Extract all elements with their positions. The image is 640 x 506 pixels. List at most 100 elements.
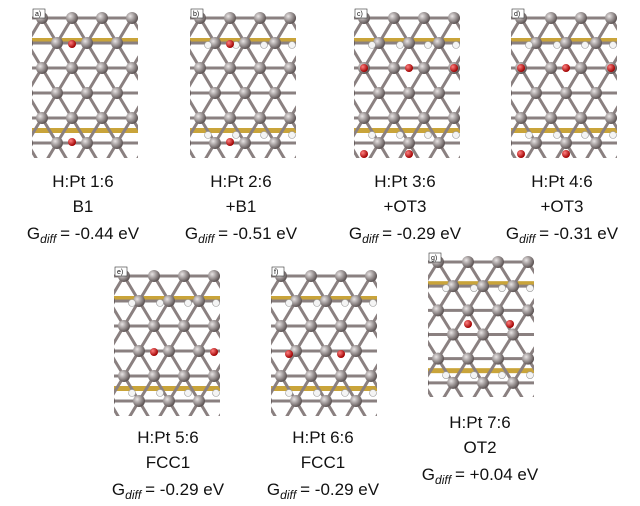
bond <box>334 18 349 43</box>
gdiff-symbol: G <box>112 480 125 499</box>
site: FCC1 <box>146 453 190 472</box>
bond <box>190 148 196 158</box>
pt-atom <box>320 395 332 407</box>
pt-atom <box>163 345 175 357</box>
pt-atom <box>66 12 78 24</box>
h-atom <box>313 299 321 307</box>
panel-label: f) <box>274 269 278 276</box>
h-red-atom <box>405 64 413 72</box>
pt-atom <box>148 270 160 282</box>
pt-atom <box>335 370 347 382</box>
bond <box>320 68 335 93</box>
bond <box>170 93 185 118</box>
bond <box>162 68 177 93</box>
tag-box <box>190 8 204 19</box>
bond <box>147 143 162 168</box>
pt-atom <box>111 37 123 49</box>
pt-atom <box>462 352 474 365</box>
pt-atom <box>447 376 459 389</box>
panel: d) <box>485 8 640 174</box>
pt-atom <box>448 162 460 174</box>
pt-atom <box>432 352 444 365</box>
pt-atom <box>530 87 542 99</box>
pt-atom <box>545 112 557 124</box>
panel: e) <box>114 266 259 416</box>
bond <box>469 68 484 93</box>
pt-atom <box>418 62 430 74</box>
h-atom <box>288 41 296 49</box>
h-atom <box>313 389 321 397</box>
gdiff-line: Gdiff = -0.44 eV <box>27 224 140 246</box>
pt-atom <box>511 39 512 47</box>
gdiff-subscript: diff <box>519 232 537 246</box>
pt-atom <box>81 37 93 49</box>
bond <box>334 143 349 168</box>
gdiff-symbol: G <box>349 224 362 243</box>
pt-atom <box>126 12 138 24</box>
pt-atom <box>238 270 250 282</box>
h-atom <box>156 299 164 307</box>
bond <box>244 276 259 301</box>
pt-atom <box>403 37 415 49</box>
tag-box <box>428 252 442 263</box>
h-atom <box>581 131 589 139</box>
pt-atom <box>126 112 138 124</box>
pt-atom <box>507 376 519 389</box>
structure-image <box>164 8 335 158</box>
bond <box>401 376 416 401</box>
pt-atom <box>194 62 206 74</box>
bond <box>229 326 244 351</box>
bond <box>244 326 259 351</box>
pt-atom <box>190 139 191 147</box>
h-red-atom <box>68 138 76 146</box>
pt-atom <box>245 370 257 382</box>
bond <box>386 351 401 376</box>
pt-atom <box>365 420 377 432</box>
pt-atom <box>148 370 160 382</box>
pt-atom <box>537 280 549 292</box>
bond <box>251 276 266 301</box>
bond <box>401 351 416 376</box>
pt-atom <box>365 270 377 282</box>
pt-atom <box>522 401 534 413</box>
pt-atom <box>193 345 205 357</box>
pt-atom <box>350 345 362 357</box>
pt-atom <box>478 62 490 74</box>
bond <box>469 93 484 118</box>
pt-atom <box>156 12 168 24</box>
panel: c) <box>334 8 490 174</box>
pt-atom <box>275 370 287 382</box>
h-atom <box>442 371 450 379</box>
bond <box>162 43 177 68</box>
pt-atom <box>290 395 302 407</box>
gold-layer <box>511 128 617 133</box>
h-red-atom <box>360 150 368 158</box>
h-atom <box>204 131 212 139</box>
pt-atom <box>320 345 332 357</box>
pt-atom <box>373 87 385 99</box>
bond <box>491 118 506 143</box>
bond <box>491 143 506 168</box>
bond <box>147 118 162 143</box>
pt-atom <box>171 137 183 149</box>
pt-atom <box>485 162 497 174</box>
pt-atom <box>156 112 168 124</box>
bond <box>491 68 506 93</box>
bond <box>244 376 259 401</box>
pt-atom <box>635 112 640 124</box>
panel-label: g) <box>431 255 437 262</box>
h-red-atom <box>226 138 234 146</box>
pt-atom <box>522 256 534 268</box>
structure-image <box>245 266 416 432</box>
pt-atom <box>245 420 257 432</box>
pt-atom <box>164 62 176 74</box>
gold-layer <box>32 128 138 133</box>
bond <box>408 310 423 334</box>
pt-atom <box>507 280 519 293</box>
h-atom <box>498 284 506 292</box>
pt-atom <box>171 37 183 49</box>
h-atom <box>581 41 589 49</box>
pt-atom <box>51 137 63 149</box>
pt-atom <box>254 12 266 24</box>
gdiff-line: Gdiff = -0.29 eV <box>267 480 380 502</box>
